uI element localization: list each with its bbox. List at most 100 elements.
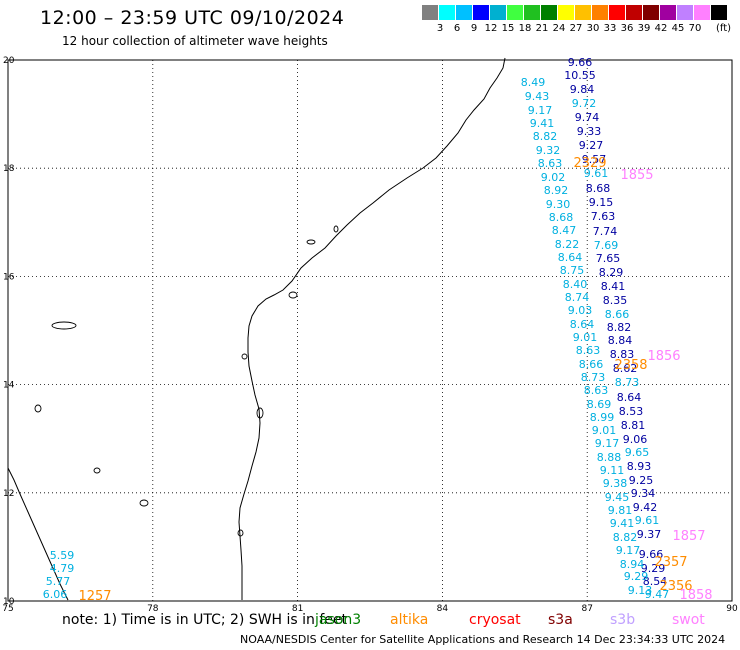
scale-swatch xyxy=(643,5,659,20)
wave-height-value: 9.29 xyxy=(624,570,649,583)
scale-label: 6 xyxy=(453,23,461,34)
wave-height-value: 9.29 xyxy=(641,562,666,575)
wave-height-value: 8.81 xyxy=(621,419,646,432)
wave-height-value: 9.15 xyxy=(589,196,614,209)
wave-height-tracks: 9.6610.559.849.729.749.339.279.579.618.6… xyxy=(43,56,670,601)
scale-swatch xyxy=(711,5,727,20)
x-tick-label: 75 xyxy=(2,604,13,614)
wave-height-value: 8.63 xyxy=(576,344,601,357)
scale-swatch xyxy=(456,5,472,20)
wave-height-value: 9.81 xyxy=(608,504,633,517)
wave-height-value: 8.74 xyxy=(565,291,590,304)
wave-height-value: 9.30 xyxy=(546,198,571,211)
wave-height-value: 9.61 xyxy=(635,514,660,527)
wave-height-value: 9.11 xyxy=(600,464,625,477)
island-outline xyxy=(139,499,149,507)
wave-height-value: 7.74 xyxy=(593,225,618,238)
wave-height-value: 9.66 xyxy=(568,56,593,69)
wave-height-value: 8.40 xyxy=(563,278,588,291)
scale-swatch xyxy=(575,5,591,20)
island-outline xyxy=(93,467,101,474)
wave-height-value: 8.73 xyxy=(615,376,640,389)
pass-time-label: 2358 xyxy=(614,358,647,373)
wave-height-value: 8.82 xyxy=(613,531,638,544)
wave-height-value: 8.47 xyxy=(552,224,577,237)
scale-swatch xyxy=(507,5,523,20)
wave-height-value: 8.75 xyxy=(560,264,585,277)
wave-height-value: 9.72 xyxy=(572,97,597,110)
y-tick-label: 16 xyxy=(3,272,15,282)
wave-height-value: 9.61 xyxy=(584,167,609,180)
pass-time-label: 2329 xyxy=(573,156,606,171)
satellite-altika-label: altika xyxy=(390,612,429,628)
wave-height-value: 9.17 xyxy=(595,437,620,450)
wave-height-value: 8.66 xyxy=(579,358,604,371)
footer-note: note: 1) Time is in UTC; 2) SWH is in fe… xyxy=(62,612,348,628)
wave-height-value: 8.73 xyxy=(581,371,606,384)
map-frame xyxy=(7,59,733,602)
wave-height-value: 8.88 xyxy=(597,451,622,464)
scale-label: 36 xyxy=(620,23,634,34)
satellite-swot-label: swot xyxy=(672,612,705,628)
scale-swatch xyxy=(609,5,625,20)
scale-swatch xyxy=(422,5,438,20)
axis-tick-labels: 75 78 81 84 87 90 20 18 16 14 12 10 xyxy=(2,56,738,614)
wave-height-value: 9.38 xyxy=(603,477,628,490)
wave-height-value: 10.55 xyxy=(564,69,596,82)
wave-height-value: 9.03 xyxy=(568,304,593,317)
wave-height-value: 8.63 xyxy=(584,384,609,397)
wave-height-value: 9.13 xyxy=(628,584,653,597)
wave-height-value: 8.99 xyxy=(590,411,615,424)
coastline-east xyxy=(238,57,506,600)
scale-swatch xyxy=(694,5,710,20)
pass-time-label: 1855 xyxy=(620,168,653,183)
wave-height-value: 8.22 xyxy=(555,238,580,251)
wave-height-value: 9.41 xyxy=(610,517,635,530)
island-outline xyxy=(34,404,42,413)
wave-height-value: 9.65 xyxy=(625,446,650,459)
y-tick-label: 14 xyxy=(3,381,15,391)
wave-height-value: 9.37 xyxy=(637,528,662,541)
wave-height-value: 8.82 xyxy=(607,321,632,334)
scale-label: 21 xyxy=(535,23,549,34)
satellite-jason3-label: jason3 xyxy=(315,612,362,628)
scale-swatch xyxy=(541,5,557,20)
scale-label: 45 xyxy=(671,23,685,34)
scale-label: 3 xyxy=(436,23,444,34)
scale-label: 42 xyxy=(654,23,668,34)
scale-swatch xyxy=(592,5,608,20)
scale-swatch xyxy=(677,5,693,20)
wave-height-value: 8.64 xyxy=(570,318,595,331)
credit-line: NOAA/NESDIS Center for Satellite Applica… xyxy=(240,633,726,646)
scale-swatch xyxy=(439,5,455,20)
x-tick-label: 78 xyxy=(147,604,159,614)
pass-time-label: 1856 xyxy=(647,349,680,364)
pass-time-label: 1257 xyxy=(78,589,111,604)
wave-height-value: 8.94 xyxy=(620,558,645,571)
x-tick-label: 87 xyxy=(581,604,592,614)
x-tick-label: 84 xyxy=(437,604,449,614)
scale-label: 33 xyxy=(603,23,617,34)
wave-height-color-scale: 3 6 9 12 15 18 21 24 27 30 33 36 39 42 45 70 (ft) xyxy=(422,5,732,41)
wave-height-value: 4.79 xyxy=(50,562,75,575)
scale-swatch xyxy=(524,5,540,20)
x-tick-label: 81 xyxy=(292,604,303,614)
island-outline xyxy=(288,291,298,299)
wave-height-value: 9.01 xyxy=(592,424,617,437)
scale-label: 12 xyxy=(484,23,498,34)
wave-height-value: 8.41 xyxy=(601,280,626,293)
map-title: 12:00 – 23:59 UTC 09/10/2024 xyxy=(40,7,345,29)
pass-time-label: 1857 xyxy=(672,529,705,544)
wave-height-value: 7.65 xyxy=(596,252,621,265)
wave-height-value: 7.63 xyxy=(591,210,616,223)
scale-swatch xyxy=(473,5,489,20)
wave-height-value: 6.06 xyxy=(43,588,68,601)
wave-height-value: 9.02 xyxy=(541,171,566,184)
scale-label: 27 xyxy=(569,23,583,34)
y-tick-label: 18 xyxy=(3,164,15,174)
island-outline xyxy=(306,239,316,245)
wave-height-value: 8.53 xyxy=(619,405,644,418)
wave-height-value: 9.43 xyxy=(525,90,550,103)
